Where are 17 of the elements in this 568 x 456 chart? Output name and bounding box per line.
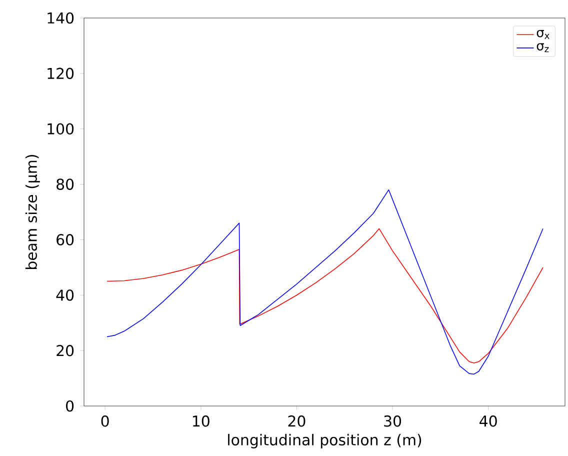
y-tick-label: 60 xyxy=(56,234,74,246)
legend-label: σ$_{x}$ xyxy=(536,30,550,39)
y-axis-title: beam size (μm) xyxy=(25,155,40,269)
x-tick-label: 20 xyxy=(288,415,306,427)
x-tick-label: 30 xyxy=(384,415,402,427)
y-tick-label: 140 xyxy=(48,12,74,24)
y-tick-label: 0 xyxy=(66,400,74,412)
y-tick-label: 40 xyxy=(56,289,74,301)
legend-label: σ$_{z}$ xyxy=(536,43,549,52)
y-tick-label: 120 xyxy=(48,68,74,80)
x-axis-title: longitudinal position z (m) xyxy=(228,434,422,448)
y-tick-label: 100 xyxy=(48,123,74,135)
y-tick-label: 80 xyxy=(56,178,74,190)
y-tick-label: 20 xyxy=(56,344,74,356)
x-tick-label: 0 xyxy=(101,415,109,427)
x-tick-label: 40 xyxy=(480,415,497,427)
x-tick-label: 10 xyxy=(193,415,210,427)
